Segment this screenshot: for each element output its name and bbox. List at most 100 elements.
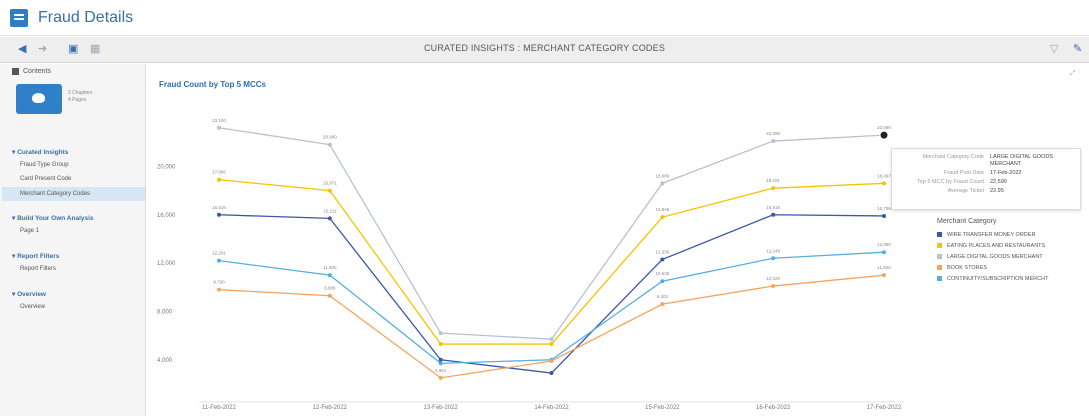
tooltip-row: Merchant Category Code LARGE DIGITAL GOOD… — [898, 154, 1074, 168]
chart-legend: Merchant Category WIRE TRANSFER MONEY OR… — [937, 218, 1085, 284]
data-point — [217, 287, 221, 292]
line-chart: 4,000 8,000 12,000 16,000 20,000 11-Feb-2022 1… — [157, 118, 904, 411]
data-label: 2,881 — [435, 368, 447, 373]
sidebar-section-overview[interactable]: ▾ Overview — [12, 291, 46, 298]
tooltip-value: 22,590 — [990, 179, 1007, 185]
y-tick-label: 8,000 — [157, 309, 173, 315]
data-point — [882, 273, 886, 278]
tooltip-row: Average Ticket 22.95 — [898, 188, 1074, 195]
sidebar-item-fraud-type-group[interactable]: Fraud Type Group — [20, 162, 69, 168]
sidebar-item-merchant-category-codes[interactable]: Merchant Category Codes — [2, 187, 145, 201]
data-point — [549, 342, 554, 347]
legend-swatch — [937, 243, 942, 248]
chart-panel: 4,000 8,000 12,000 16,000 20,000 11-Feb-2022 1… — [149, 66, 1087, 414]
data-label: 12,201 — [212, 251, 226, 256]
data-label: 8,402 — [657, 294, 669, 299]
data-point — [882, 181, 886, 186]
data-point — [549, 371, 554, 376]
data-label: 15,786 — [877, 206, 891, 211]
data-label: 15,816 — [212, 205, 226, 210]
data-label: 18,181 — [766, 178, 780, 183]
title-bar: Fraud Details — [0, 0, 1089, 36]
data-label: 15,845 — [655, 207, 669, 212]
data-point — [771, 256, 776, 261]
legend-item[interactable]: CONTINUITY/SUBSCRIPTION MERCHT — [937, 273, 1085, 284]
legend-swatch — [937, 265, 942, 270]
data-point — [771, 212, 776, 217]
data-point — [660, 279, 665, 284]
y-tick-label: 4,000 — [157, 358, 173, 364]
page-heading: CURATED INSIGHTS : MERCHANT CATEGORY COD… — [423, 43, 666, 53]
back-arrow-icon[interactable]: ◀ — [18, 43, 27, 55]
x-tick-label: 12-Feb-2022 — [313, 405, 348, 411]
data-point — [438, 331, 443, 336]
more-options-icon[interactable]: ⋮ — [1077, 70, 1079, 77]
data-label: 12,330 — [655, 249, 669, 254]
x-tick-label: 15-Feb-2022 — [645, 405, 680, 411]
sidebar-section-report-filters[interactable]: ▾ Report Filters — [12, 253, 60, 260]
legend-item[interactable]: EATING PLACES AND RESTAURANTS — [937, 240, 1085, 251]
data-point — [217, 177, 221, 182]
x-tick-label: 14-Feb-2022 — [534, 405, 569, 411]
data-point — [327, 142, 332, 147]
data-point — [438, 357, 443, 362]
data-point — [438, 375, 443, 380]
legend-title: Merchant Category — [937, 218, 997, 225]
report-toolbar: ◀ ➜ ▣ ▦ CURATED INSIGHTS : MERCHANT CATE… — [0, 37, 1089, 63]
data-label: 18,497 — [877, 173, 891, 178]
filter-icon[interactable]: ▽ — [1050, 43, 1059, 55]
tooltip-value: LARGE DIGITAL GOODS MERCHANT — [990, 154, 1053, 167]
data-point — [882, 213, 886, 218]
x-tick-label: 16-Feb-2022 — [756, 405, 791, 411]
data-point — [217, 258, 221, 263]
sidebar-item-card-present-code[interactable]: Card Present Code — [20, 176, 72, 182]
data-point — [327, 188, 332, 193]
contents-list-icon — [12, 68, 19, 75]
data-label: 8,888 — [324, 286, 336, 291]
sidebar-item-report-filters[interactable]: Report Filters — [20, 266, 57, 272]
legend-label: EATING PLACES AND RESTAURANTS — [947, 242, 1046, 249]
data-label: 11,500 — [323, 265, 337, 270]
highlighted-data-point — [879, 130, 889, 140]
data-point — [217, 212, 221, 217]
sidebar-item-overview[interactable]: Overview — [20, 304, 46, 310]
thumbnail-caption: 2 Chapters 4 Pages — [68, 90, 92, 104]
forward-arrow-icon[interactable]: ➜ — [38, 43, 48, 55]
grid-view-icon[interactable]: ▦ — [90, 43, 101, 55]
data-label: 18,680 — [655, 173, 669, 178]
save-icon[interactable]: ▣ — [68, 43, 79, 55]
x-tick-label: 17-Feb-2022 — [867, 405, 902, 411]
tooltip-row: Fraud Post Date 17-Feb-2022 — [898, 170, 1074, 177]
sidebar-section-curated-insights[interactable]: ▾ Curated Insights — [12, 149, 69, 156]
expand-icon[interactable]: ⤢ — [1069, 70, 1076, 77]
tooltip-label: Fraud Post Date — [943, 170, 984, 176]
data-label: 11,020 — [877, 265, 891, 270]
legend-swatch — [937, 276, 942, 281]
tooltip-label: Top 5 MCC by Fraud Count — [917, 179, 984, 185]
sidebar-item-page-1[interactable]: Page 1 — [20, 228, 40, 234]
data-tooltip: Merchant Category Code LARGE DIGITAL GOOD… — [891, 148, 1081, 210]
thumbnail-chart-icon — [32, 93, 45, 103]
data-label: 10,020 — [766, 276, 780, 281]
sidebar-section-build-your-own[interactable]: ▾ Build Your Own Analysis — [12, 215, 94, 222]
legend-item[interactable]: BOOK STORES — [937, 262, 1085, 273]
edit-pencil-icon[interactable]: ✎ — [1073, 43, 1083, 55]
app-title: Fraud Details — [38, 8, 134, 26]
report-thumbnail[interactable] — [16, 84, 62, 114]
legend-item[interactable]: LARGE DIGITAL GOODS MERCHANT — [937, 251, 1085, 262]
legend-label: BOOK STORES — [947, 264, 987, 271]
data-point — [549, 337, 554, 342]
series-line — [218, 251, 885, 365]
contents-header: Contents — [12, 68, 51, 75]
data-label: 22,090 — [766, 131, 780, 136]
data-label: 15,211 — [323, 208, 337, 213]
data-label: 9,700 — [213, 280, 225, 285]
data-point — [771, 139, 776, 144]
data-point — [327, 293, 332, 298]
data-point — [771, 186, 776, 191]
legend-item[interactable]: WIRE TRANSFER MONEY ORDER — [937, 229, 1085, 240]
legend-swatch — [937, 232, 942, 237]
x-tick-label: 11-Feb-2022 — [202, 405, 237, 411]
series-line — [218, 214, 885, 374]
data-point — [660, 215, 665, 220]
